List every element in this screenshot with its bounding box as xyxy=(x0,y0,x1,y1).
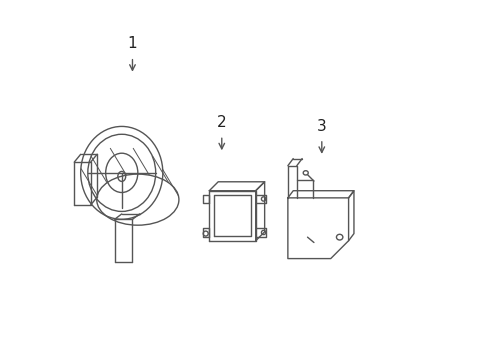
Text: 1: 1 xyxy=(128,36,137,51)
Text: 2: 2 xyxy=(217,115,226,130)
Text: 3: 3 xyxy=(317,118,327,134)
